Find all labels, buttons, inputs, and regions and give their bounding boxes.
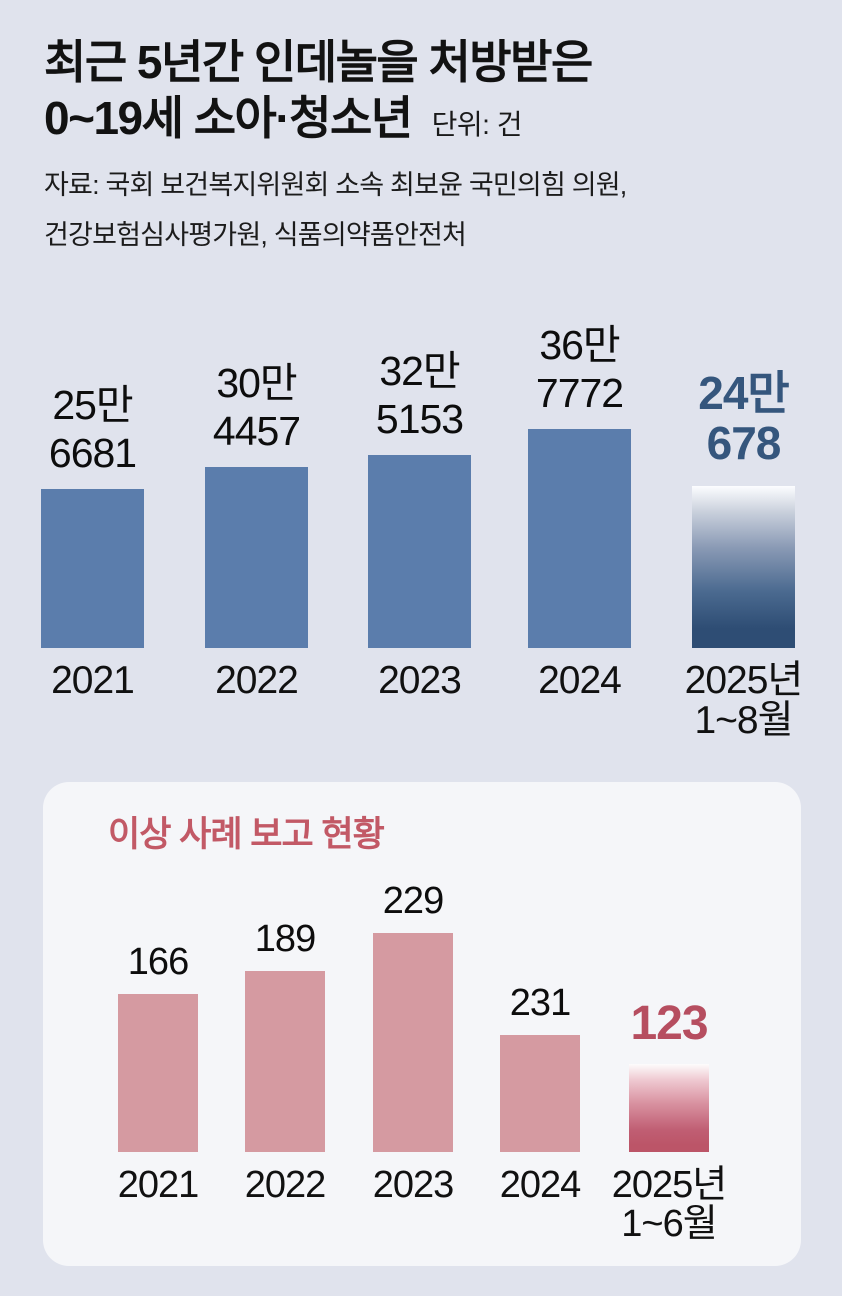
- bar-category-label-2025-1-8: 2025년 1~8월: [624, 661, 842, 741]
- bar-value-label-2024: 36만 7772: [460, 321, 700, 417]
- value-line: 30만: [216, 360, 297, 406]
- unit-label: 단위: 건: [431, 109, 523, 140]
- category-line: 2021: [51, 659, 135, 702]
- adverse-events-card: 이상 사례 보고 현황: [43, 782, 801, 1266]
- value-line: 7772: [535, 370, 624, 416]
- bar-2021: [41, 489, 144, 648]
- bar-2024: [528, 429, 631, 648]
- value-line: 36만: [539, 322, 620, 368]
- source-line-2: 건강보험심사평가원, 식품의약품안전처: [44, 220, 467, 250]
- bar-category-label-2024: 2024: [460, 661, 700, 701]
- value-line: 25만: [52, 382, 133, 428]
- category-line: 2024: [538, 659, 622, 702]
- bar-2025-1-8: [692, 486, 795, 648]
- bar-value-label-2025-1-8: 24만 678: [624, 368, 842, 468]
- value-line: 24만: [698, 367, 790, 419]
- value-line: 4457: [212, 408, 301, 454]
- title-line-1: 최근 5년간 인데놀을 처방받은: [44, 36, 593, 88]
- source-line-1: 자료: 국회 보건복지위원회 소속 최보윤 국민의힘 의원,: [44, 170, 627, 200]
- bar-category-label-2023: 2023: [300, 661, 540, 701]
- bar-value-label-2022: 30만 4457: [137, 359, 377, 455]
- category-line: 2022: [215, 659, 299, 702]
- value-line: 678: [706, 417, 782, 469]
- title-line-2: 0~19세 소아·청소년 단위: 건: [44, 90, 592, 153]
- bar-value-label-2023: 32만 5153: [300, 347, 540, 443]
- category-line: 1~8월: [694, 699, 793, 742]
- value-line: 5153: [375, 396, 464, 442]
- page-title: 최근 5년간 인데놀을 처방받은 0~19세 소아·청소년 단위: 건: [44, 34, 593, 153]
- category-line: 2023: [378, 659, 462, 702]
- bar-category-label-2021: 2021: [0, 661, 213, 701]
- source-text: 자료: 국회 보건복지위원회 소속 최보윤 국민의힘 의원, 건강보험심사평가원…: [44, 160, 627, 260]
- bar-value-label-2021: 25만 6681: [0, 381, 213, 477]
- title-line-2-text: 0~19세 소아·청소년: [44, 92, 413, 144]
- bar-2023: [368, 455, 471, 648]
- bar-category-label-2022: 2022: [137, 661, 377, 701]
- adverse-events-chart-title: 이상 사례 보고 현황: [108, 815, 385, 854]
- value-line: 32만: [379, 348, 460, 394]
- bar-2022: [205, 467, 308, 648]
- category-line: 2025년: [684, 659, 804, 702]
- value-line: 6681: [48, 430, 137, 476]
